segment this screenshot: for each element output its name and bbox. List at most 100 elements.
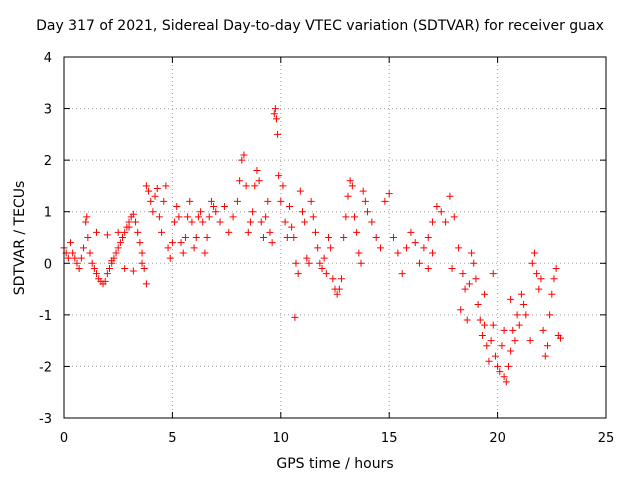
data-point <box>169 239 176 246</box>
data-point <box>514 311 521 318</box>
data-point <box>533 270 540 277</box>
data-point <box>466 280 473 287</box>
data-point <box>429 249 436 256</box>
data-point <box>449 265 456 272</box>
data-point <box>115 229 122 236</box>
data-point <box>188 219 195 226</box>
data-point <box>327 244 334 251</box>
data-point <box>299 208 306 215</box>
data-point <box>308 198 315 205</box>
data-point <box>162 182 169 189</box>
data-point <box>279 182 286 189</box>
data-point <box>501 327 508 334</box>
x-tick-label: 5 <box>168 431 176 446</box>
data-point <box>258 219 265 226</box>
data-point <box>381 198 388 205</box>
data-point <box>490 322 497 329</box>
data-point <box>167 255 174 262</box>
data-point <box>507 347 514 354</box>
data-point <box>266 229 273 236</box>
data-point <box>290 234 297 241</box>
x-tick-label: 20 <box>489 431 506 446</box>
data-point <box>394 249 401 256</box>
y-tick-label: -1 <box>39 309 52 324</box>
data-point <box>468 249 475 256</box>
data-point <box>186 198 193 205</box>
data-point <box>236 177 243 184</box>
grid-lines <box>64 57 606 418</box>
data-point <box>245 229 252 236</box>
data-point <box>82 219 89 226</box>
data-point <box>201 249 208 256</box>
data-point <box>351 213 358 220</box>
data-point <box>247 219 254 226</box>
data-point <box>373 234 380 241</box>
data-point <box>156 213 163 220</box>
data-point <box>368 219 375 226</box>
data-point <box>178 239 185 246</box>
data-point <box>230 213 237 220</box>
plot-frame <box>64 57 606 418</box>
data-point <box>104 231 111 238</box>
data-point <box>505 363 512 370</box>
data-point <box>191 244 198 251</box>
data-point <box>295 270 302 277</box>
data-point <box>253 167 260 174</box>
data-point <box>455 244 462 251</box>
data-point <box>199 219 206 226</box>
data-point <box>498 342 505 349</box>
data-point <box>249 208 256 215</box>
data-point <box>546 311 553 318</box>
data-point <box>464 317 471 324</box>
data-point <box>180 249 187 256</box>
x-tick-label: 25 <box>598 431 615 446</box>
data-point <box>407 229 414 236</box>
data-point <box>509 327 516 334</box>
y-tick-label: 1 <box>44 206 52 221</box>
data-point <box>446 193 453 200</box>
data-point <box>206 213 213 220</box>
data-point <box>522 311 529 318</box>
data-point <box>475 301 482 308</box>
data-point <box>355 249 362 256</box>
data-point <box>360 188 367 195</box>
data-point <box>329 275 336 282</box>
data-point <box>420 244 427 251</box>
data-point <box>412 239 419 246</box>
data-point <box>277 198 284 205</box>
data-point <box>479 332 486 339</box>
data-point <box>403 244 410 251</box>
data-point <box>531 249 538 256</box>
y-tick-label: 4 <box>44 51 52 66</box>
data-point <box>310 213 317 220</box>
data-point <box>143 280 150 287</box>
data-point <box>262 213 269 220</box>
data-point <box>132 219 139 226</box>
data-point <box>325 234 332 241</box>
data-point <box>234 198 241 205</box>
data-point <box>286 203 293 210</box>
data-point <box>345 193 352 200</box>
y-tick-label: -2 <box>39 360 52 375</box>
data-point <box>80 244 87 251</box>
data-point <box>130 268 137 275</box>
tick-marks <box>64 57 606 418</box>
data-point <box>173 203 180 210</box>
data-point <box>516 322 523 329</box>
data-point <box>292 260 299 267</box>
data-point <box>518 291 525 298</box>
data-point <box>312 229 319 236</box>
data-point <box>362 198 369 205</box>
data-point <box>297 188 304 195</box>
y-tick-label: 0 <box>44 257 52 272</box>
data-point <box>269 239 276 246</box>
x-tick-label: 15 <box>381 431 398 446</box>
data-point <box>527 337 534 344</box>
data-point <box>193 234 200 241</box>
data-point <box>321 255 328 262</box>
data-point <box>386 190 393 197</box>
data-point <box>147 198 154 205</box>
data-point <box>158 229 165 236</box>
data-point <box>485 358 492 365</box>
data-point <box>272 105 279 112</box>
